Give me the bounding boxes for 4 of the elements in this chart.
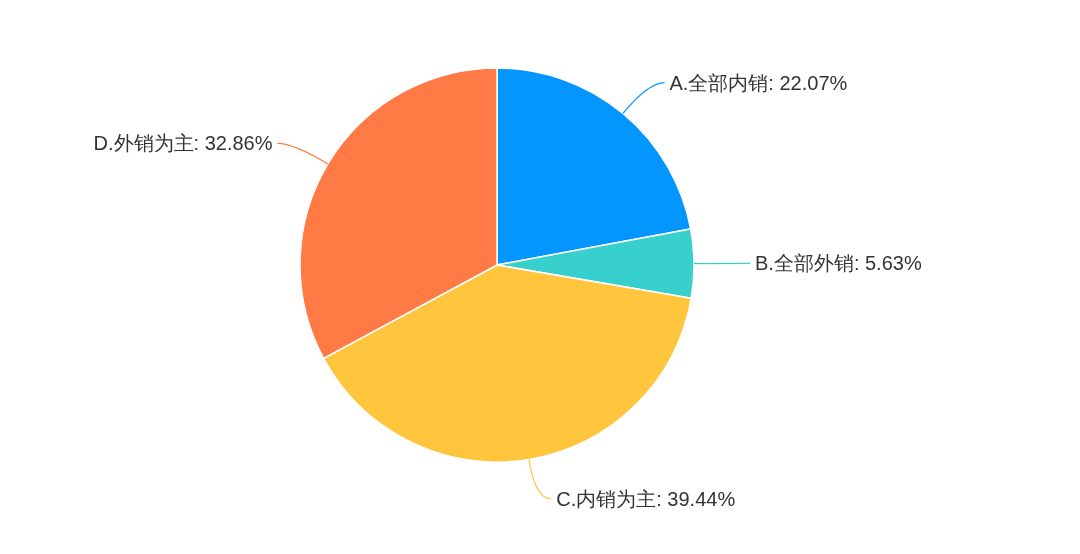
slice-label: A.全部内销: 22.07%: [669, 71, 848, 94]
slice-label: D.外销为主: 32.86%: [93, 132, 273, 155]
slice-label: B.全部外销: 5.63%: [754, 252, 922, 275]
slice-label: C.内销为主: 39.44%: [556, 487, 736, 510]
